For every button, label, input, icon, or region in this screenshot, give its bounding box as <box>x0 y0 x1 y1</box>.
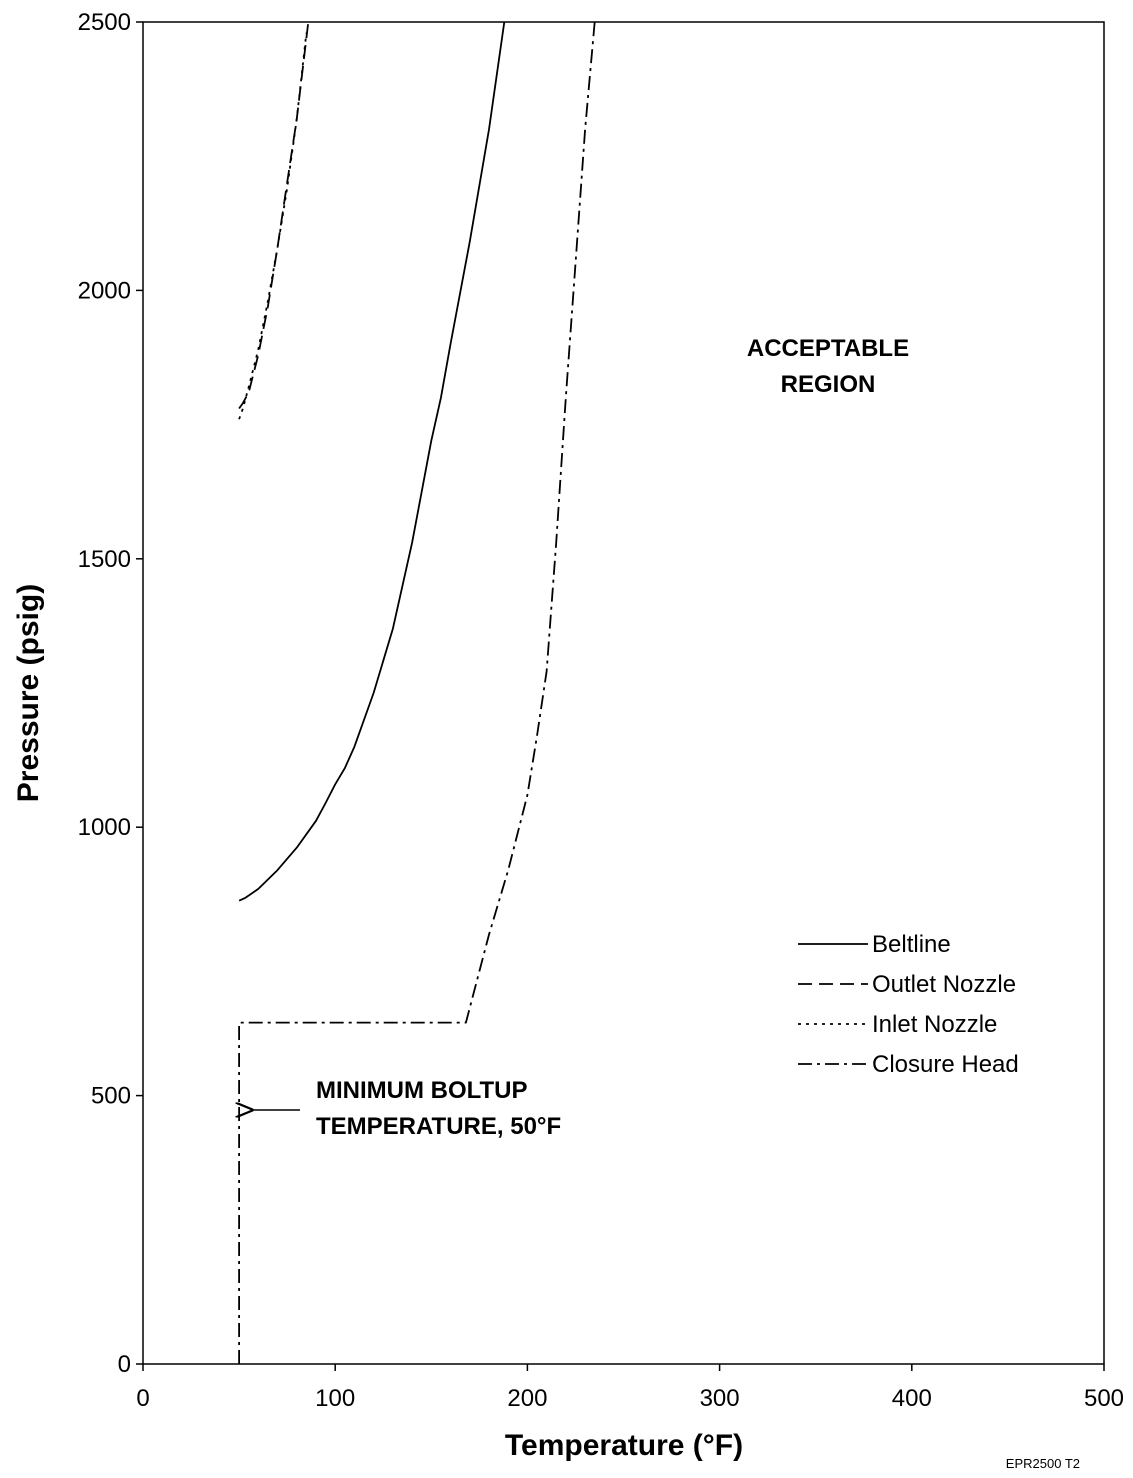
legend-label-closure-head: Closure Head <box>872 1051 1019 1078</box>
legend-label-inlet-nozzle: Inlet Nozzle <box>872 1011 997 1038</box>
x-tick-label: 100 <box>315 1385 355 1412</box>
y-axis-ticks: 0 500 1000 1500 2000 2500 <box>78 9 143 1378</box>
y-axis-title: Pressure (psig) <box>12 584 45 802</box>
x-tick-label: 200 <box>507 1385 547 1412</box>
x-axis-ticks: 0 100 200 300 400 500 <box>136 1364 1124 1412</box>
x-axis-title: Temperature (°F) <box>505 1429 743 1462</box>
series-line-inlet-nozzle <box>238 32 308 420</box>
y-tick-label: 0 <box>118 1351 131 1378</box>
x-tick-label: 300 <box>700 1385 740 1412</box>
y-tick-label: 2500 <box>78 9 131 36</box>
acceptable-region-label-line1: ACCEPTABLE <box>747 335 909 362</box>
y-tick-label: 2000 <box>78 277 131 304</box>
legend-label-outlet-nozzle: Outlet Nozzle <box>872 971 1016 998</box>
y-tick-label: 1000 <box>78 814 131 841</box>
figure-id: EPR2500 T2 <box>1006 1456 1080 1471</box>
boltup-label-line2: TEMPERATURE, 50°F <box>316 1113 561 1140</box>
x-tick-label: 500 <box>1084 1385 1124 1412</box>
series-line-closure-head <box>238 21 596 1364</box>
series-line-beltline <box>238 21 506 902</box>
series-layer <box>238 21 596 1364</box>
legend-label-beltline: Beltline <box>872 931 951 958</box>
y-tick-label: 500 <box>91 1083 131 1110</box>
plot-frame <box>142 21 1105 1365</box>
acceptable-region-label-line2: REGION <box>781 371 876 398</box>
x-tick-label: 0 <box>136 1385 149 1412</box>
boltup-label-line1: MINIMUM BOLTUP <box>316 1077 528 1104</box>
y-tick-label: 1500 <box>78 546 131 573</box>
legend: Beltline Outlet Nozzle Inlet Nozzle Clos… <box>798 931 1019 1078</box>
x-tick-label: 400 <box>892 1385 932 1412</box>
series-line-outlet-nozzle <box>238 21 310 410</box>
